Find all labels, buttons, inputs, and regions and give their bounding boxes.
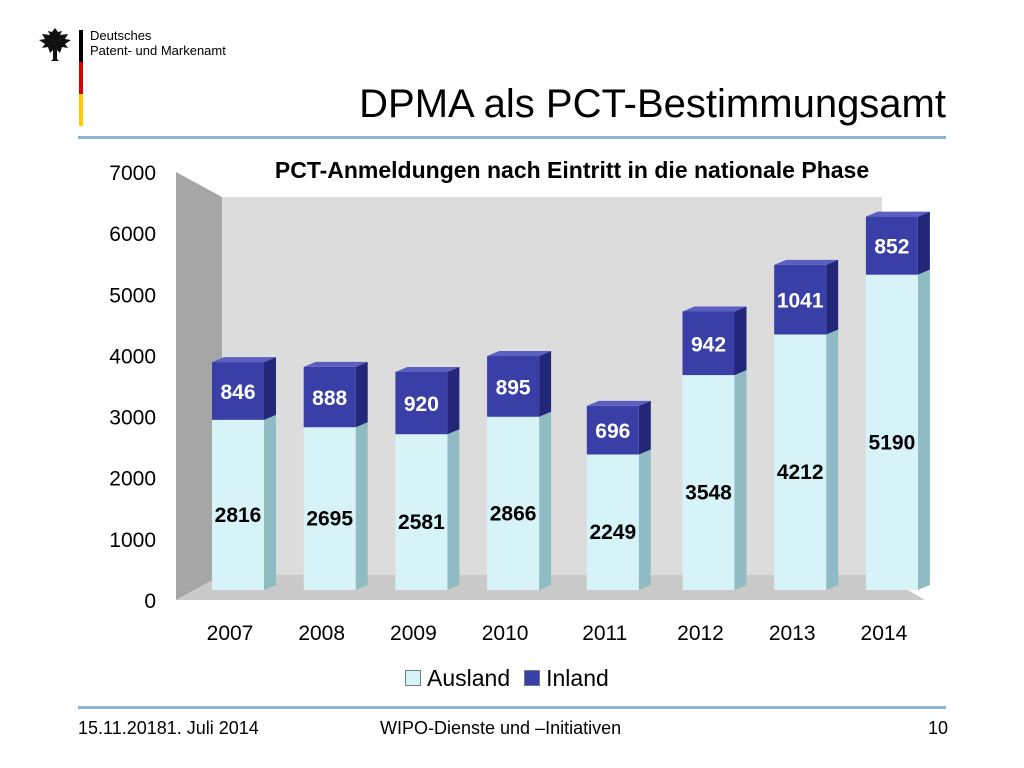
bar-inland — [487, 356, 540, 417]
bar-inland — [586, 405, 639, 455]
bar-inland — [774, 264, 827, 335]
bar-ausland — [586, 454, 639, 590]
dpma-logo: Deutsches Patent- und Markenamt — [38, 22, 238, 126]
bar-ausland — [682, 375, 735, 590]
footer-date: 15.11.20181. Juli 2014 — [78, 718, 259, 738]
bar-ausland-side — [539, 411, 552, 590]
x-tick-label: 2012 — [677, 622, 724, 645]
bar-ausland — [487, 416, 540, 590]
bar-top — [303, 361, 368, 367]
data-label-inland: 696 — [595, 420, 630, 443]
y-tick-label: 2000 — [109, 468, 156, 491]
data-label-ausland: 2866 — [490, 502, 537, 525]
bar-top — [395, 366, 460, 372]
data-label-ausland: 2695 — [306, 508, 353, 531]
legend-label-inland: Inland — [546, 664, 609, 691]
org-line-1: Deutsches — [90, 28, 152, 43]
bar-inland-side — [264, 357, 276, 420]
data-label-ausland: 4212 — [777, 461, 824, 484]
legend-label-ausland: Ausland — [427, 664, 511, 691]
bar-inland — [212, 362, 264, 420]
title-divider — [78, 136, 946, 139]
org-line-2: Patent- und Markenamt — [90, 43, 226, 58]
data-label-inland: 942 — [691, 333, 726, 356]
y-tick-label: 0 — [144, 590, 156, 613]
chart-legend: Ausland Inland — [405, 663, 623, 693]
y-tick-label: 7000 — [109, 162, 156, 185]
bar-ausland-side — [826, 329, 839, 590]
bar-top — [586, 400, 651, 406]
bar-ausland — [395, 434, 448, 590]
data-label-inland: 846 — [220, 381, 255, 404]
bar-inland-side — [447, 366, 460, 435]
data-label-inland: 888 — [312, 387, 347, 410]
data-label-ausland: 5190 — [869, 431, 916, 454]
bar-ausland-side — [264, 414, 276, 590]
legend-item-ausland: Ausland — [405, 665, 510, 692]
data-label-ausland: 3548 — [685, 482, 732, 505]
data-label-ausland: 2816 — [215, 504, 262, 527]
x-tick-label: 2009 — [390, 622, 437, 645]
bar-ausland-side — [917, 269, 930, 590]
data-label-inland: 920 — [404, 393, 439, 416]
bar-ausland-side — [447, 429, 460, 590]
bar-inland-side — [917, 211, 930, 275]
org-name: Deutsches Patent- und Markenamt — [90, 28, 226, 58]
bar-inland-side — [539, 351, 552, 417]
federal-eagle-icon — [39, 28, 71, 61]
bar-top — [212, 357, 276, 363]
slide-title: DPMA als PCT-Bestimmungsamt — [359, 82, 946, 126]
bar-top — [487, 351, 552, 357]
x-tick-label: 2011 — [582, 622, 627, 645]
bar-inland-side — [734, 306, 747, 376]
y-tick-label: 5000 — [109, 284, 156, 307]
x-tick-label: 2014 — [861, 622, 908, 645]
y-tick-label: 4000 — [109, 345, 156, 368]
bar-inland-side — [638, 400, 651, 455]
chart-title: PCT-Anmeldungen nach Eintritt in die nat… — [275, 157, 869, 183]
bar-ausland-side — [355, 422, 368, 590]
y-tick-label: 6000 — [109, 223, 156, 246]
y-tick-label: 1000 — [109, 529, 156, 552]
bar-inland — [303, 366, 356, 428]
legend-item-inland: Inland — [524, 665, 609, 692]
data-label-inland: 895 — [496, 376, 531, 399]
footer-title: WIPO-Dienste und –Initiativen — [380, 718, 622, 738]
legend-swatch-ausland — [405, 670, 421, 686]
page-number: 10 — [927, 718, 948, 738]
bar-ausland-side — [638, 449, 651, 590]
german-flag-stripe — [79, 30, 83, 126]
bar-ausland — [865, 274, 918, 590]
x-tick-label: 2013 — [769, 622, 816, 645]
data-label-inland: 852 — [874, 236, 909, 259]
data-label-inland: 1041 — [777, 290, 824, 313]
x-tick-label: 2008 — [298, 622, 345, 645]
bar-inland — [395, 371, 448, 435]
bar-inland-side — [355, 361, 368, 428]
bar-ausland — [303, 427, 356, 590]
bar-inland-side — [826, 259, 839, 335]
footer-divider — [78, 706, 946, 709]
bar-top — [865, 211, 930, 217]
data-label-ausland: 2249 — [589, 521, 636, 544]
chart-side-wall — [176, 172, 222, 600]
bar-top — [682, 306, 747, 312]
x-tick-label: 2007 — [207, 622, 254, 645]
y-tick-label: 3000 — [109, 407, 156, 430]
bar-ausland — [212, 419, 264, 590]
bar-ausland — [774, 334, 827, 590]
bar-ausland-side — [734, 370, 747, 590]
x-tick-label: 2010 — [482, 622, 529, 645]
bar-inland — [865, 216, 918, 275]
data-label-ausland: 2581 — [398, 511, 445, 534]
legend-swatch-inland — [524, 670, 541, 686]
bar-inland — [682, 311, 735, 376]
bar-top — [774, 259, 839, 265]
